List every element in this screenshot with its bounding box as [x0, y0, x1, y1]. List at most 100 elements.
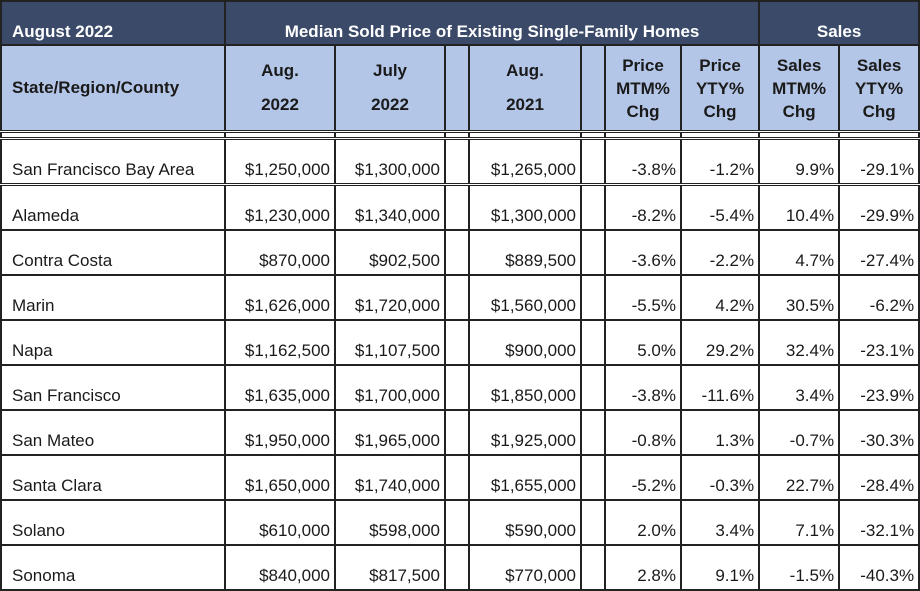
cell-spacer-2 — [580, 454, 606, 501]
cell-price-yty: -2.2% — [679, 229, 761, 276]
cell-sales-yty: -32.1% — [838, 499, 920, 546]
cell-july-2022: $598,000 — [334, 499, 446, 546]
cell-sales-mtm: -0.7% — [758, 409, 841, 456]
cell-spacer-1 — [444, 454, 470, 501]
cell-sales-yty: -28.4% — [838, 454, 920, 501]
cell-name: San Mateo — [0, 409, 226, 456]
sales-group-title: Sales — [758, 0, 920, 46]
cell-price-mtm: -5.5% — [604, 274, 682, 321]
cell-spacer-2 — [580, 499, 606, 546]
table-row: Alameda $1,230,000 $1,340,000 $1,300,000 -8.… — [0, 183, 920, 231]
cell-spacer-2 — [580, 183, 606, 231]
cell-spacer-1 — [444, 137, 470, 186]
cell-aug-2022: $1,650,000 — [224, 454, 336, 501]
cell-spacer-2 — [580, 364, 606, 411]
cell-july-2022: $1,107,500 — [334, 319, 446, 366]
cell-july-2022: $1,300,000 — [334, 137, 446, 186]
table-row: Santa Clara $1,650,000 $1,740,000 $1,655,00… — [0, 454, 920, 501]
cell-aug-2022: $840,000 — [224, 544, 336, 591]
cell-spacer-2 — [580, 137, 606, 186]
cell-name: San Francisco — [0, 364, 226, 411]
cell-july-2022: $1,965,000 — [334, 409, 446, 456]
cell-price-yty: -1.2% — [679, 137, 761, 186]
cell-aug-2021: $889,500 — [468, 229, 582, 276]
cell-spacer-2 — [580, 229, 606, 276]
cell-price-mtm: 5.0% — [604, 319, 682, 366]
cell-spacer-2 — [580, 544, 606, 591]
cell-july-2022: $902,500 — [334, 229, 446, 276]
cell-sales-mtm: 9.9% — [758, 137, 841, 186]
cell-price-mtm: -3.6% — [604, 229, 682, 276]
period-title: August 2022 — [0, 0, 226, 46]
cell-spacer-1 — [444, 183, 470, 231]
cell-sales-mtm: 4.7% — [758, 229, 841, 276]
cell-sales-mtm: 32.4% — [758, 319, 841, 366]
cell-sales-yty: -29.1% — [838, 137, 920, 186]
table-row: Contra Costa $870,000 $902,500 $889,500 -3.6… — [0, 229, 920, 276]
column-header-row: State/Region/County Aug. 2022 July 2022 Au… — [0, 44, 920, 133]
cell-aug-2021: $900,000 — [468, 319, 582, 366]
cell-sales-mtm: -1.5% — [758, 544, 841, 591]
col-header-sales-yty: Sales YTY% Chg — [838, 44, 920, 133]
cell-sales-yty: -30.3% — [838, 409, 920, 456]
table-row: Marin $1,626,000 $1,720,000 $1,560,000 -5.5%… — [0, 274, 920, 321]
cell-sales-yty: -23.1% — [838, 319, 920, 366]
col-header-price-yty: Price YTY% Chg — [679, 44, 761, 133]
cell-aug-2022: $610,000 — [224, 499, 336, 546]
cell-spacer-2 — [580, 319, 606, 366]
cell-price-yty: 9.1% — [679, 544, 761, 591]
cell-name: Solano — [0, 499, 226, 546]
title-row: August 2022 Median Sold Price of Existin… — [0, 0, 920, 46]
cell-july-2022: $1,740,000 — [334, 454, 446, 501]
col-header-aug-2022: Aug. 2022 — [224, 44, 336, 133]
cell-price-mtm: -0.8% — [604, 409, 682, 456]
cell-aug-2022: $1,250,000 — [224, 137, 336, 186]
table-body: San Francisco Bay Area $1,250,000 $1,300,0… — [0, 137, 920, 591]
cell-aug-2021: $1,300,000 — [468, 183, 582, 231]
col-header-price-mtm: Price MTM% Chg — [604, 44, 682, 133]
cell-sales-mtm: 3.4% — [758, 364, 841, 411]
cell-aug-2022: $1,230,000 — [224, 183, 336, 231]
cell-july-2022: $1,340,000 — [334, 183, 446, 231]
cell-sales-yty: -23.9% — [838, 364, 920, 411]
cell-price-mtm: -3.8% — [604, 364, 682, 411]
cell-sales-mtm: 7.1% — [758, 499, 841, 546]
cell-sales-mtm: 22.7% — [758, 454, 841, 501]
table-row: San Francisco Bay Area $1,250,000 $1,300,0… — [0, 137, 920, 186]
cell-price-yty: 29.2% — [679, 319, 761, 366]
col-header-july-2022: July 2022 — [334, 44, 446, 133]
col-header-spacer-2 — [580, 44, 606, 133]
cell-price-mtm: -5.2% — [604, 454, 682, 501]
cell-sales-yty: -29.9% — [838, 183, 920, 231]
cell-aug-2022: $1,950,000 — [224, 409, 336, 456]
cell-july-2022: $1,700,000 — [334, 364, 446, 411]
cell-price-yty: -11.6% — [679, 364, 761, 411]
cell-spacer-1 — [444, 364, 470, 411]
col-header-sales-mtm: Sales MTM% Chg — [758, 44, 841, 133]
cell-name: Alameda — [0, 183, 226, 231]
cell-spacer-1 — [444, 274, 470, 321]
cell-name: Marin — [0, 274, 226, 321]
cell-spacer-2 — [580, 274, 606, 321]
cell-name: Napa — [0, 319, 226, 366]
cell-aug-2022: $1,626,000 — [224, 274, 336, 321]
cell-sales-yty: -27.4% — [838, 229, 920, 276]
cell-aug-2021: $1,925,000 — [468, 409, 582, 456]
cell-aug-2021: $1,265,000 — [468, 137, 582, 186]
col-header-spacer-1 — [444, 44, 470, 133]
cell-name: Santa Clara — [0, 454, 226, 501]
cell-aug-2022: $1,162,500 — [224, 319, 336, 366]
cell-aug-2021: $1,850,000 — [468, 364, 582, 411]
cell-spacer-1 — [444, 409, 470, 456]
col-header-aug-2021: Aug. 2021 — [468, 44, 582, 133]
cell-price-yty: -0.3% — [679, 454, 761, 501]
cell-sales-mtm: 30.5% — [758, 274, 841, 321]
cell-spacer-1 — [444, 229, 470, 276]
cell-price-mtm: 2.8% — [604, 544, 682, 591]
cell-aug-2021: $590,000 — [468, 499, 582, 546]
cell-spacer-2 — [580, 409, 606, 456]
table-row: San Francisco $1,635,000 $1,700,000 $1,850,… — [0, 364, 920, 411]
cell-sales-yty: -40.3% — [838, 544, 920, 591]
